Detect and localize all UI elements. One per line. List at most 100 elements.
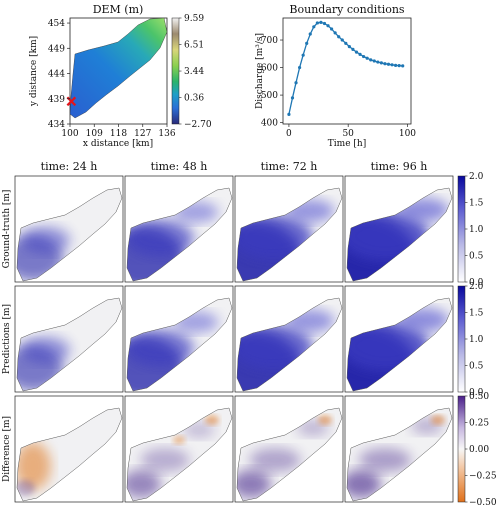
cb-tick-label: 1.0 [469,225,484,235]
discharge-point [379,61,383,65]
cb-tick-label: 0.5 [469,362,484,372]
dem-cb-tick-label: −2.70 [184,120,212,130]
dem-xtick-label: 100 [61,129,78,139]
discharge-point [397,64,401,68]
discharge-point [329,27,334,31]
bc-xtick-label: 50 [342,129,354,139]
discharge-point [347,45,351,49]
discharge-point [386,62,391,66]
cb-tick-label: 2.0 [469,282,484,292]
map-panel [14,175,124,283]
discharge-point [319,20,323,25]
discharge-point [351,47,355,51]
dem-ytick-label: 449 [48,44,65,54]
flood-extent [21,336,71,364]
row-label: Ground-truth [m] [2,190,12,269]
discharge-point [369,58,373,62]
dem-cb-tick-label: 3.44 [184,67,204,77]
cb-tick-label: 0.0 [469,278,484,288]
discharge-line [288,21,403,115]
dem-terrain [70,18,167,119]
dem-panel: DEM (m) 100 109 118 127 136 454449444439434 … [29,3,212,149]
row-colorbar [457,395,466,503]
error-region [17,480,35,496]
flood-extent [127,329,195,367]
error-region [358,448,412,472]
discharge-point [315,21,319,25]
discharge-point [308,32,312,36]
error-region [173,436,185,444]
error-region [205,415,219,425]
basin-outline [346,187,453,282]
basin-outline [126,297,233,392]
map-panel [124,395,234,503]
error-region [237,470,271,498]
dem-ylabel: y distance [km] [29,36,39,107]
discharge-point [290,96,295,100]
basin-outline [126,407,233,502]
cb-tick-label: 0.50 [469,392,489,402]
dem-ytick-label: 439 [48,95,65,105]
flood-extent [127,219,195,257]
map-panel [14,395,124,503]
error-region [127,470,161,498]
column-title: time: 96 h [371,160,428,173]
bc-ytick-label: 600 [261,64,278,74]
dem-cb-tick-label: 9.59 [184,14,204,24]
basin-outline [236,297,343,392]
cb-tick-label: −0.50 [469,498,497,507]
basin-outline [236,407,343,502]
column-title: time: 72 h [261,160,318,173]
basin-outline [236,187,343,282]
row-label: Predictions [m] [2,304,12,374]
map-panel [344,175,454,283]
discharge-point [361,54,366,59]
boundary-title: Boundary conditions [289,3,405,16]
discharge-point [344,41,348,45]
discharge-point [301,53,305,57]
map-panel [234,285,344,393]
row-label: Difference [m] [2,416,12,482]
dem-ytick-label: 434 [48,120,65,130]
discharge-point [297,65,302,70]
map-panel [14,285,124,393]
dem-xtick-label: 109 [86,129,103,139]
bc-ytick-label: 500 [261,91,278,101]
discharge-point [340,38,344,42]
error-region [249,448,301,472]
cb-tick-label: −0.25 [469,472,497,482]
dem-cb-tick-label: 0.36 [184,94,204,104]
discharge-point [294,81,298,85]
dem-colorbar [171,17,180,125]
cb-tick-label: 0.25 [469,419,489,429]
discharge-point [337,35,341,39]
boundary-axes [282,17,412,125]
flood-extent [237,214,314,260]
cb-tick-label: 0.0 [469,388,484,398]
comparison-grid: time: 24 h time: 48 h time: 72 h time: 96 h… [2,160,497,507]
cb-tick-label: 1.5 [469,309,484,319]
error-region [318,415,332,425]
discharge-point [390,63,394,67]
discharge-point [358,52,362,56]
dem-title: DEM (m) [93,3,144,16]
flood-extent [21,226,71,254]
boundary-xlabel: Time [h] [328,139,366,149]
bc-xtick-label: 0 [286,129,292,139]
cb-tick-label: 0.5 [469,252,484,262]
basin-outline [16,297,123,392]
error-region [431,415,445,425]
map-panel [344,395,454,503]
marker-stroke [66,96,77,107]
cb-tick-label: 1.5 [469,199,484,209]
bc-xtick-label: 100 [399,129,416,139]
basin-outline [16,187,123,282]
error-region [140,448,190,472]
basin-outline [16,407,123,502]
map-panel [124,175,234,283]
dem-xtick-label: 118 [110,129,127,139]
discharge-point [383,62,387,66]
discharge-point [365,56,369,60]
flood-extent [237,324,314,370]
